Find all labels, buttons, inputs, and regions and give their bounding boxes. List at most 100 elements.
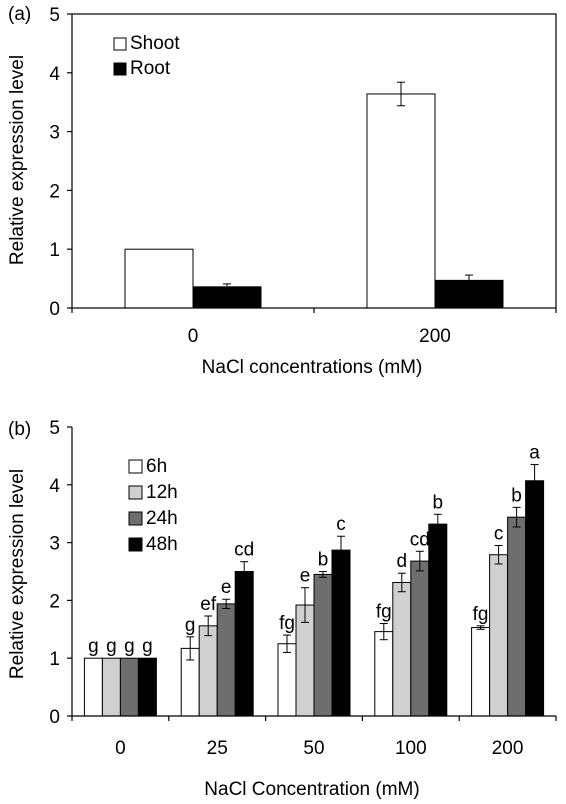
a-legend-label: Shoot	[130, 33, 180, 54]
a-y-tick-label: 3	[49, 123, 60, 144]
b-x-tick-label: 200	[492, 738, 524, 759]
panel-a-chart: (a) Relative expression level NaCl conce…	[7, 4, 557, 378]
a-legend-label: Root	[130, 58, 171, 79]
b-data-label: fg	[473, 604, 489, 625]
b-legend-swatch	[128, 459, 143, 474]
b-bar	[198, 625, 218, 717]
b-bar	[428, 523, 448, 717]
b-error-bar	[222, 598, 231, 609]
b-error-bar	[204, 615, 213, 637]
b-data-label: g	[88, 636, 99, 657]
b-error-bar	[186, 636, 195, 661]
b-bar	[507, 516, 527, 717]
a-legend-swatch	[113, 62, 127, 76]
b-data-label: ef	[200, 594, 217, 615]
a-y-tick-label: 2	[49, 181, 60, 202]
panel-b-x-axis-title: NaCl Concentration (mM)	[204, 779, 419, 800]
b-bar	[101, 657, 121, 717]
b-error-bar	[530, 464, 539, 498]
b-data-label: e	[300, 566, 311, 587]
b-bar	[277, 643, 297, 717]
b-error-bar	[337, 535, 345, 565]
b-bar	[119, 657, 139, 717]
b-legend-item: 24h	[128, 508, 178, 529]
b-legend-label: 24h	[146, 508, 178, 529]
b-data-label: cd	[234, 540, 254, 561]
b-data-label: a	[529, 443, 540, 464]
b-x-tick-label: 25	[207, 738, 228, 759]
b-error-bar	[283, 634, 291, 653]
a-error-bar	[223, 283, 231, 291]
panel-b-y-axis-title: Relative expression level	[7, 469, 28, 679]
b-error-bar	[415, 550, 424, 572]
b-data-label: fg	[279, 613, 295, 634]
panel-a-label: (a)	[8, 4, 31, 25]
b-error-bar	[433, 513, 442, 535]
b-error-bar	[301, 587, 309, 623]
b-bar	[234, 571, 254, 717]
b-data-label: c	[336, 514, 346, 535]
panel-a-y-axis-title: Relative expression level	[7, 55, 28, 265]
b-legend-item: 12h	[128, 482, 178, 503]
b-legend-swatch	[128, 537, 143, 552]
b-bar	[410, 560, 430, 717]
b-error-bar	[397, 572, 406, 593]
b-bar	[374, 631, 394, 717]
a-error-bar	[397, 81, 405, 107]
b-legend-item: 48h	[128, 534, 178, 555]
b-data-label: c	[494, 523, 504, 544]
b-legend-item: 6h	[128, 456, 167, 477]
b-bar	[313, 573, 333, 717]
b-error-bar	[240, 561, 249, 582]
b-y-tick-label: 4	[49, 476, 60, 497]
a-bar	[366, 93, 436, 309]
a-y-tick-label: 1	[49, 240, 60, 261]
b-error-bar	[319, 571, 327, 578]
b-y-tick-label: 0	[49, 707, 60, 728]
b-data-label: g	[106, 636, 117, 657]
b-y-tick-label: 5	[49, 418, 60, 439]
panel-a-x-axis-title: NaCl concentrations (mM)	[202, 357, 423, 378]
a-legend-item: Shoot	[113, 33, 180, 54]
b-x-tick-label: 0	[115, 738, 126, 759]
b-data-label: g	[142, 636, 153, 657]
a-x-tick-label: 200	[419, 326, 451, 347]
b-bar	[216, 603, 236, 717]
b-y-tick-label: 1	[49, 649, 60, 670]
b-x-tick-label: 100	[395, 738, 427, 759]
b-bar	[392, 581, 412, 717]
b-bar	[137, 657, 157, 717]
b-y-tick-label: 3	[49, 534, 60, 555]
b-data-label: d	[397, 551, 408, 572]
b-data-label: g	[124, 636, 135, 657]
b-data-label: b	[433, 492, 444, 513]
b-bar	[331, 549, 351, 717]
b-error-bar	[512, 506, 521, 528]
b-legend-label: 6h	[146, 456, 167, 477]
b-legend-swatch	[128, 485, 143, 500]
a-legend-item: Root	[113, 58, 171, 79]
a-y-tick-label: 4	[49, 64, 60, 85]
b-data-label: b	[318, 550, 329, 571]
a-bar	[124, 248, 194, 309]
a-x-tick-label: 0	[188, 326, 199, 347]
panel-b-chart: (b) Relative expression level NaCl Conce…	[7, 418, 557, 800]
a-y-tick-label: 0	[49, 299, 60, 320]
b-data-label: b	[511, 485, 522, 506]
a-y-tick-label: 5	[49, 5, 60, 26]
a-error-bar	[465, 274, 473, 287]
b-data-label: e	[221, 577, 232, 598]
b-x-tick-label: 50	[303, 738, 324, 759]
panel-a-plot-frame	[71, 13, 557, 309]
b-bar	[471, 627, 491, 717]
b-data-label: g	[185, 615, 196, 636]
b-data-label: cd	[410, 529, 430, 550]
b-legend-label: 48h	[146, 534, 178, 555]
b-legend-swatch	[128, 511, 143, 526]
b-legend-label: 12h	[146, 482, 178, 503]
b-bar	[525, 480, 545, 717]
panel-b-label: (b)	[8, 419, 31, 440]
b-error-bar	[379, 623, 388, 641]
b-bar	[83, 657, 103, 717]
